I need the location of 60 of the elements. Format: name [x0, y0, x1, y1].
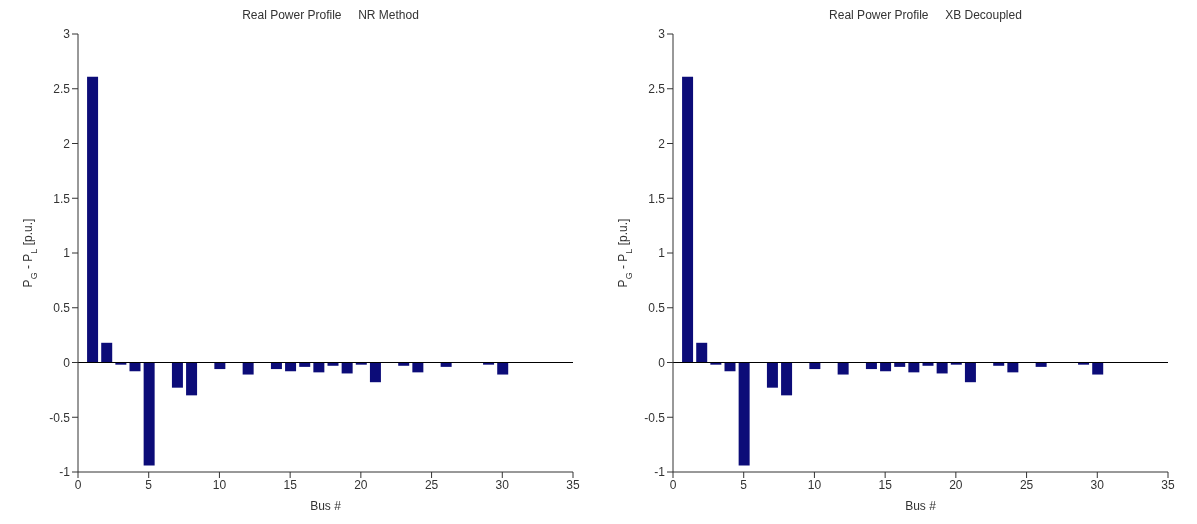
- x-tick-label: 35: [1161, 477, 1175, 492]
- bar: [964, 362, 976, 383]
- x-tick-label: 5: [740, 477, 748, 492]
- y-tick-label: -1: [59, 465, 71, 480]
- x-axis-title: Bus #: [310, 499, 342, 513]
- y-tick-label: -0.5: [49, 410, 71, 425]
- bar: [101, 342, 113, 363]
- x-tick-label: 0: [74, 477, 82, 492]
- bar: [766, 362, 778, 388]
- bar: [186, 362, 198, 396]
- y-tick-label: 1.5: [648, 191, 666, 206]
- y-tick-label: 1.5: [53, 191, 71, 206]
- y-tick-label: 0.5: [53, 301, 71, 316]
- y-tick-label: 3: [658, 27, 666, 42]
- bar: [1007, 362, 1019, 373]
- y-tick-label: -1: [654, 465, 666, 480]
- x-tick-label: 5: [145, 477, 153, 492]
- y-tick-label: 0: [658, 355, 666, 370]
- bar: [369, 362, 381, 383]
- x-tick-label: 25: [424, 477, 439, 492]
- chart-title: Real Power Profile NR Method: [241, 8, 420, 24]
- bar: [412, 362, 424, 373]
- x-tick-label: 10: [212, 477, 227, 492]
- x-tick-label: 10: [807, 477, 822, 492]
- bar: [87, 76, 99, 363]
- x-tick-label: 20: [949, 477, 963, 492]
- bar: [682, 76, 694, 363]
- y-tick-label: 2: [658, 136, 666, 151]
- y-tick-label: -0.5: [644, 410, 666, 425]
- x-tick-label: 35: [566, 477, 580, 492]
- bar: [908, 362, 920, 373]
- bar: [171, 362, 183, 388]
- bar: [313, 362, 325, 373]
- x-tick-label: 25: [1019, 477, 1034, 492]
- chart-title: Real Power Profile XB Decoupled: [828, 8, 1023, 24]
- bar: [837, 362, 849, 375]
- x-tick-label: 30: [495, 477, 510, 492]
- bar: [497, 362, 509, 375]
- bar: [781, 362, 793, 396]
- y-tick-label: 0.5: [648, 301, 666, 316]
- y-tick-label: 0: [63, 355, 71, 370]
- x-tick-label: 20: [354, 477, 368, 492]
- x-tick-label: 0: [669, 477, 677, 492]
- bar: [341, 362, 353, 374]
- bar: [936, 362, 948, 374]
- x-tick-label: 15: [878, 477, 893, 492]
- x-tick-label: 15: [283, 477, 298, 492]
- y-tick-label: 2.5: [648, 82, 666, 97]
- y-tick-label: 2.5: [53, 82, 71, 97]
- x-axis-title: Bus #: [905, 499, 937, 513]
- bar: [696, 342, 708, 363]
- y-tick-label: 2: [63, 136, 71, 151]
- bar: [242, 362, 254, 375]
- bar: [1092, 362, 1104, 375]
- y-tick-label: 1: [658, 246, 666, 261]
- x-tick-label: 30: [1090, 477, 1105, 492]
- y-tick-label: 1: [63, 246, 71, 261]
- bar: [738, 362, 750, 466]
- bar: [143, 362, 155, 466]
- y-tick-label: 3: [63, 27, 71, 42]
